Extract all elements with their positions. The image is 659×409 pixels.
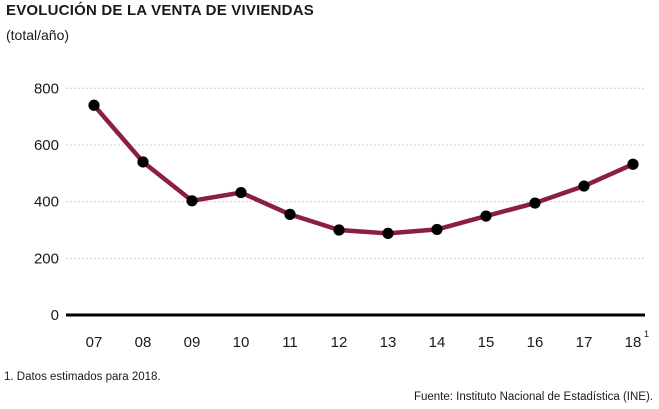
data-point — [578, 180, 590, 192]
data-point — [382, 227, 394, 239]
x-tick-label: 13 — [380, 334, 397, 351]
source-note: Fuente: Instituto Nacional de Estadístic… — [413, 391, 653, 403]
y-tick-label: 0 — [51, 307, 59, 324]
x-tick-superscript: 1 — [644, 329, 649, 339]
x-tick-label: 14 — [429, 334, 446, 351]
x-axis: 07 08 09 10 11 12 13 14 15 16 17 18 1 — [86, 329, 649, 351]
data-point — [431, 223, 443, 236]
data-point — [529, 197, 541, 209]
series — [88, 99, 639, 239]
y-tick-label: 400 — [34, 194, 59, 211]
chart-title: EVOLUCIÓN DE LA VENTA DE VIVIENDAS — [6, 2, 314, 19]
data-point — [186, 195, 198, 207]
x-tick-label: 08 — [135, 334, 152, 351]
x-tick-label: 11 — [282, 334, 298, 351]
data-point — [284, 208, 296, 220]
x-tick-label: 17 — [576, 334, 593, 351]
y-tick-label: 800 — [34, 80, 59, 97]
x-tick-label: 16 — [527, 334, 544, 351]
data-point — [88, 99, 100, 111]
chart-subtitle: (total/año) — [6, 27, 70, 43]
data-point — [333, 224, 345, 236]
footnote: 1. Datos estimados para 2018. — [4, 371, 161, 383]
data-point — [137, 156, 149, 168]
y-tick-label: 200 — [34, 250, 59, 267]
x-tick-label: 15 — [478, 334, 495, 351]
data-point — [235, 186, 247, 199]
x-tick-label: 07 — [86, 334, 103, 351]
data-point — [627, 158, 639, 170]
x-tick-label: 12 — [331, 334, 348, 351]
x-tick-label: 10 — [233, 334, 250, 351]
gridlines — [66, 87, 645, 317]
series-line — [91, 103, 636, 236]
y-axis: 0 200 400 600 800 — [34, 80, 59, 324]
x-tick-label: 18 — [625, 334, 642, 351]
x-tick-label: 09 — [184, 334, 201, 351]
y-tick-label: 600 — [34, 137, 59, 154]
data-point — [480, 210, 492, 222]
